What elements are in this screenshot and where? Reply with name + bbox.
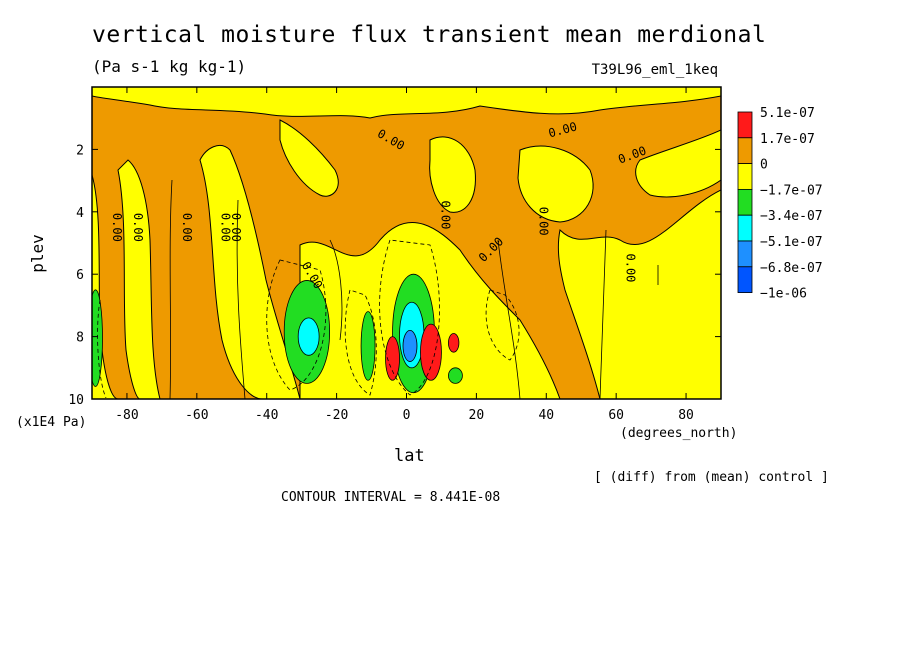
colorbar-legend: 5.1e-07 1.7e-07 0 −1.7e-07 −3.4e-07 −5.1e-07 −… (737, 106, 823, 302)
x-tick-label: 80 (678, 408, 694, 423)
contour-label: 0.00 (180, 213, 194, 242)
contour-label: 0.00 (536, 207, 550, 236)
dashed-contour (97, 299, 107, 399)
x-tick-label: 40 (538, 408, 554, 423)
legend-label: −1.7e-07 (760, 183, 823, 198)
contour-cell (448, 367, 463, 384)
legend-swatch (737, 240, 753, 268)
band-n40-upper (517, 145, 594, 223)
contour-cell (420, 323, 442, 381)
legend-label: −3.4e-07 (760, 209, 823, 224)
x-tick-label: -40 (255, 408, 278, 423)
legend-swatch (737, 214, 753, 242)
contour-line (329, 239, 343, 341)
legend-swatch (737, 111, 753, 139)
dashed-contour (379, 239, 440, 396)
experiment-label: T39L96_eml_1keq (591, 62, 718, 78)
contour-cell (297, 317, 320, 356)
legend-swatch (737, 163, 753, 190)
legend-label: 5.1e-07 (760, 106, 815, 121)
legend-swatch (737, 137, 753, 165)
contour-interval: CONTOUR INTERVAL = 8.441E-08 (281, 490, 501, 505)
plot-area: 0.00 0.00 0.00 0.000.000.000.000.000.000.00… (92, 87, 721, 399)
y-tick-label: 2 (76, 143, 84, 158)
dashed-contour (266, 259, 327, 391)
contour-label: 0.00 (218, 213, 232, 242)
legend-label: 0 (760, 158, 768, 173)
x-tick-label: -80 (115, 408, 138, 423)
contour-cells (92, 273, 463, 394)
y-axis-multiplier: (x1E4 Pa) (16, 415, 87, 430)
y-tick-label: 4 (76, 206, 84, 221)
band-north (557, 189, 721, 399)
band-eq-upper (429, 136, 476, 213)
contour-label: 0.00 (624, 254, 638, 283)
y-tick-label: 10 (68, 393, 84, 408)
diff-note: [ (diff) from (mean) control ] (594, 470, 829, 485)
contour-label: 0.00 (229, 213, 243, 242)
contour-cell (448, 333, 460, 353)
x-tick-label: -60 (185, 408, 208, 423)
x-tick-label: 0 (403, 408, 411, 423)
x-axis-label: lat (394, 446, 425, 466)
y-tick-label: 8 (76, 331, 84, 346)
chart-units: (Pa s-1 kg kg-1) (92, 57, 247, 76)
x-tick-label: 20 (469, 408, 485, 423)
contour-label: 0.00 (131, 213, 145, 242)
contour-cell (92, 289, 103, 387)
contour-cell (360, 311, 376, 381)
x-axis-unit: (degrees_north) (620, 426, 738, 441)
contour-line (169, 179, 173, 399)
y-tick-label: 6 (76, 268, 84, 283)
x-axis-ticks: -80 -60 -40 -20 0 20 40 60 80 (115, 87, 694, 423)
legend-swatch (737, 188, 753, 216)
legend-label: 1.7e-07 (760, 132, 815, 147)
contour-cell (402, 329, 418, 362)
contour-line (497, 239, 521, 399)
legend-label: −5.1e-07 (760, 235, 823, 250)
band-n70 (635, 129, 721, 198)
contour-lines (169, 179, 659, 399)
contour-label: 0.00 (438, 200, 452, 229)
chart-title: vertical moisture flux transient mean me… (92, 22, 767, 48)
band-top (92, 87, 721, 119)
x-tick-label: 60 (608, 408, 624, 423)
x-tick-label: -20 (325, 408, 348, 423)
y-axis-ticks: 2 4 6 8 10 (68, 143, 721, 408)
contour-line (236, 199, 246, 399)
dashed-contour (344, 289, 377, 396)
dashed-contour (485, 289, 520, 361)
legend-label: −1e-06 (760, 287, 807, 302)
contour-line (599, 229, 607, 399)
dashed-contours (97, 239, 520, 399)
band-minus20-upper (279, 119, 339, 197)
legend-label: −6.8e-07 (760, 261, 823, 276)
legend-swatch (737, 266, 753, 293)
contour-cell (385, 336, 400, 381)
contour-label: 0.00 (110, 213, 124, 242)
